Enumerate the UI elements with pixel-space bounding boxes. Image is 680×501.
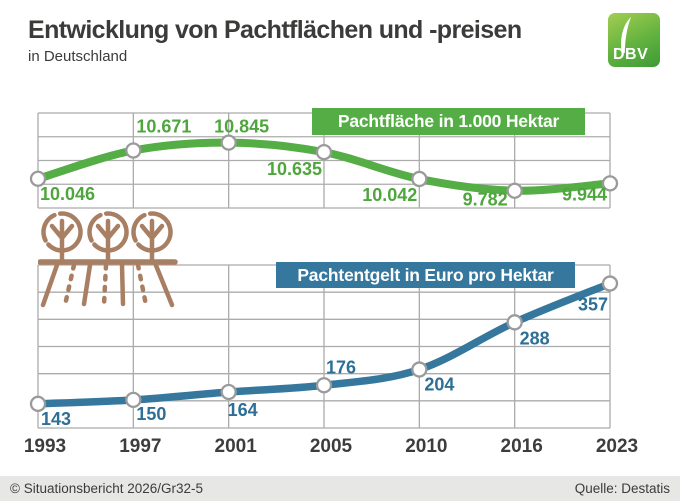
footer-bar: © Situationsbericht 2026/Gr32-5 Quelle: … xyxy=(0,476,680,501)
svg-text:143: 143 xyxy=(41,409,71,429)
svg-text:288: 288 xyxy=(520,328,550,348)
chart-markers xyxy=(29,134,619,199)
dbv-logo-text: DBV xyxy=(613,46,649,63)
footer-source-note: © Situationsbericht 2026/Gr32-5 xyxy=(10,481,204,496)
svg-text:176: 176 xyxy=(326,357,356,377)
svg-text:204: 204 xyxy=(424,375,454,395)
chart-markers xyxy=(29,275,619,412)
svg-text:357: 357 xyxy=(578,295,608,315)
svg-text:9.782: 9.782 xyxy=(463,190,508,210)
leaf-icon xyxy=(621,17,631,53)
svg-text:10.046: 10.046 xyxy=(40,184,95,204)
page-title: Entwicklung von Pachtflächen und -preise… xyxy=(28,16,522,44)
svg-text:2010: 2010 xyxy=(405,436,447,457)
pachtflaeche-legend-banner: Pachtfläche in 1.000 Hektar xyxy=(312,108,585,135)
svg-text:2016: 2016 xyxy=(501,436,543,457)
svg-text:10.042: 10.042 xyxy=(362,185,417,205)
field-trees-icon xyxy=(38,211,178,308)
svg-text:164: 164 xyxy=(228,400,258,420)
svg-text:2001: 2001 xyxy=(215,436,258,457)
page-subtitle: in Deutschland xyxy=(28,47,128,65)
svg-text:10.635: 10.635 xyxy=(267,159,322,179)
header: Entwicklung von Pachtflächen und -preise… xyxy=(28,16,522,65)
chart-value-labels: 143 150 164 176 204 288 357 xyxy=(41,295,608,429)
chart-0: 10.046 10.671 10.845 10.635 10.042 9.782 9.944 xyxy=(29,112,619,210)
svg-text:1993: 1993 xyxy=(24,436,66,457)
svg-text:10.845: 10.845 xyxy=(214,117,269,137)
svg-text:9.944: 9.944 xyxy=(562,184,607,204)
svg-text:1997: 1997 xyxy=(119,436,161,457)
svg-text:2023: 2023 xyxy=(596,436,638,457)
chart-value-labels: 10.046 10.671 10.845 10.635 10.042 9.782 9.944 xyxy=(40,117,607,210)
pachtentgelt-legend-banner: Pachtentgelt in Euro pro Hektar xyxy=(276,262,575,288)
svg-text:10.671: 10.671 xyxy=(136,117,191,137)
dbv-logo: DBV xyxy=(608,13,660,67)
svg-text:2005: 2005 xyxy=(310,436,353,457)
svg-text:150: 150 xyxy=(136,404,166,424)
footer-data-source: Quelle: Destatis xyxy=(574,481,670,496)
x-axis-labels: 1993 1997 2001 2005 2010 2016 2023 xyxy=(24,436,638,457)
